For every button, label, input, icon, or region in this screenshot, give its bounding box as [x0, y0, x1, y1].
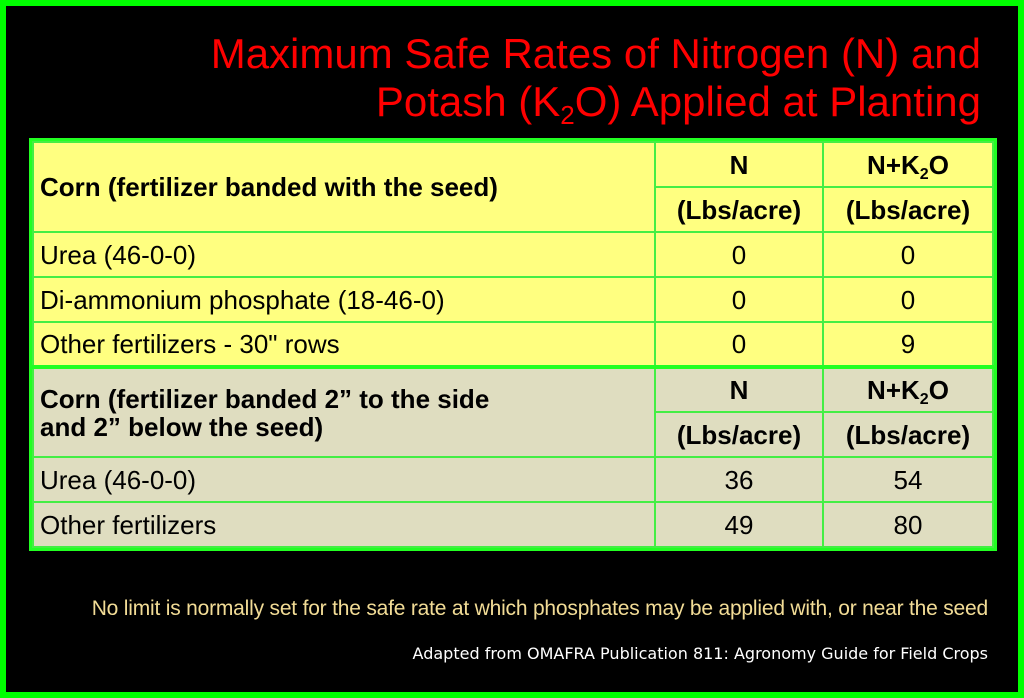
- col-nk-suffix: O: [928, 149, 949, 180]
- col-nk-sub: 2: [919, 165, 929, 183]
- section-b-heading: Corn (fertilizer banded 2” to the side a…: [32, 365, 656, 458]
- row-n-value: 0: [654, 321, 824, 368]
- col-nk-sub: 2: [919, 391, 929, 408]
- source-citation: Adapted from OMAFRA Publication 811: Agr…: [412, 644, 988, 663]
- row-n-value: 0: [654, 276, 824, 323]
- row-nk2o-value: 80: [822, 501, 994, 548]
- row-label: Urea (46-0-0): [32, 231, 656, 278]
- footnote: No limit is normally set for the safe ra…: [91, 597, 989, 620]
- row-nk2o-value: 54: [822, 456, 994, 503]
- table-row: Urea (46-0-0) 0 0: [32, 231, 994, 278]
- table-row: Urea (46-0-0) 36 54: [32, 456, 994, 503]
- section-b-heading-line-2: and 2” below the seed): [40, 411, 324, 442]
- section-a-col-nk2o: N+K2O: [822, 141, 994, 188]
- section-a-unit-n: (Lbs/acre): [654, 186, 824, 233]
- slide-title: Maximum Safe Rates of Nitrogen (N) and P…: [210, 30, 981, 128]
- col-nk-prefix: N+K: [867, 149, 920, 180]
- row-label: Other fertilizers - 30" rows: [32, 321, 656, 368]
- table-row: Di-ammonium phosphate (18-46-0) 0 0: [32, 276, 994, 323]
- slide: Maximum Safe Rates of Nitrogen (N) and P…: [6, 6, 1018, 692]
- section-a-col-n: N: [654, 141, 824, 188]
- row-nk2o-value: 9: [822, 321, 994, 368]
- row-label: Other fertilizers: [32, 501, 656, 548]
- col-nk-suffix: O: [928, 375, 949, 405]
- row-nk2o-value: 0: [822, 276, 994, 323]
- section-a-unit-row: (Lbs/acre) (Lbs/acre): [33, 186, 994, 233]
- row-n-value: 36: [654, 456, 824, 503]
- table-row: Other fertilizers 49 80: [32, 501, 994, 548]
- col-nk-prefix: N+K: [867, 375, 920, 405]
- section-b-unit-n: (Lbs/acre): [654, 411, 824, 458]
- section-b-unit-nk2o: (Lbs/acre): [822, 411, 994, 458]
- title-line-2-prefix: Potash (K: [375, 78, 561, 125]
- safe-rates-table: Corn (fertilizer banded with the seed) N…: [29, 138, 997, 551]
- section-b-header-row: Corn (fertilizer banded 2” to the side a…: [32, 365, 994, 458]
- section-b-heading-line-1: Corn (fertilizer banded 2” to the side: [40, 383, 490, 414]
- section-b-col-nk2o: N+K2O: [822, 365, 994, 413]
- section-b-col-n: N: [654, 365, 824, 413]
- section-a-unit-nk2o: (Lbs/acre): [822, 186, 994, 233]
- title-line-2-suffix: O) Applied at Planting: [574, 78, 981, 125]
- section-a-heading: Corn (fertilizer banded with the seed): [32, 141, 656, 233]
- row-label: Urea (46-0-0): [32, 456, 656, 503]
- section-b-unit-row: (Lbs/acre) (Lbs/acre): [33, 411, 994, 458]
- row-label: Di-ammonium phosphate (18-46-0): [32, 276, 656, 323]
- title-line-2: Potash (K2O) Applied at Planting: [211, 78, 981, 128]
- row-nk2o-value: 0: [822, 231, 994, 278]
- row-n-value: 49: [654, 501, 824, 548]
- title-subscript: 2: [560, 100, 575, 130]
- title-line-1: Maximum Safe Rates of Nitrogen (N) and: [210, 30, 981, 77]
- row-n-value: 0: [654, 231, 824, 278]
- table-row: Other fertilizers - 30" rows 0 9: [32, 321, 994, 368]
- section-a-header-row: Corn (fertilizer banded with the seed) N…: [32, 141, 994, 233]
